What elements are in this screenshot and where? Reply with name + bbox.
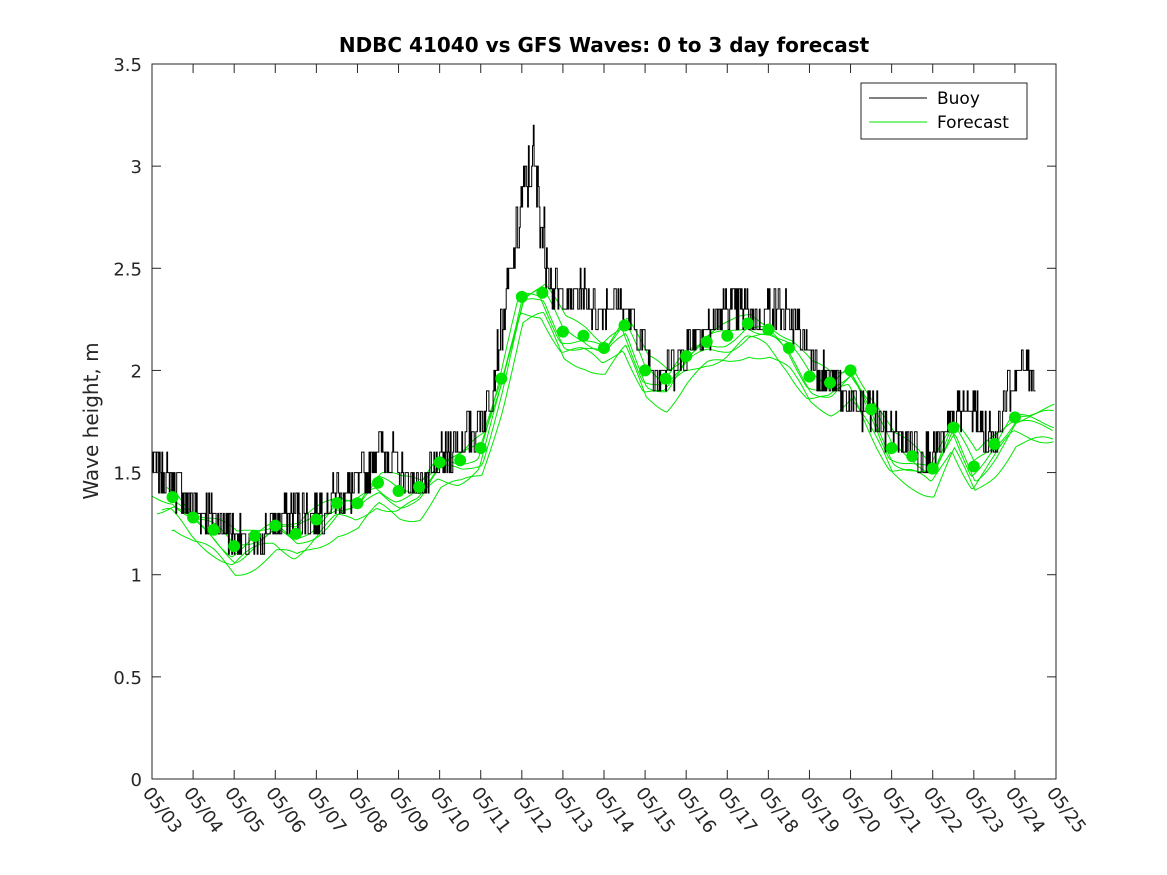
forecast-point [598, 341, 610, 354]
forecast-point [207, 523, 220, 536]
forecast-point [515, 290, 528, 303]
forecast-point [372, 476, 384, 489]
legend: Buoy Forecast [860, 82, 1028, 140]
forecast-point [433, 456, 446, 469]
forecast-point [556, 325, 569, 338]
forecast-point [844, 364, 857, 377]
forecast-point [289, 527, 302, 540]
y-tick-label: 2 [131, 361, 142, 382]
legend-buoy-label: Buoy [937, 89, 980, 109]
buoy-series-layer [152, 124, 1036, 555]
legend-box [860, 82, 1028, 140]
forecast-member-line [176, 292, 1055, 558]
forecast-point [495, 372, 508, 385]
forecast-point [228, 540, 241, 553]
forecast-point [577, 329, 590, 342]
forecast-point [926, 462, 939, 475]
forecast-point [310, 513, 323, 526]
forecast-point [967, 460, 980, 473]
forecast-point [762, 323, 775, 336]
forecast-member-line [171, 312, 1054, 576]
forecast-point [865, 403, 878, 416]
forecast-point [187, 511, 200, 524]
forecast-point [474, 442, 487, 455]
forecast-point [721, 329, 734, 342]
forecast-point [885, 442, 898, 455]
forecast-point [741, 317, 754, 330]
forecast-points-layer [166, 286, 1021, 553]
legend-forecast-label: Forecast [937, 113, 1009, 133]
y-axis: 0 0.5 1 1.5 2 2.5 3 3.5 [113, 55, 1056, 791]
forecast-point [659, 372, 672, 385]
y-tick-label: 0.5 [113, 668, 142, 689]
forecast-point [248, 529, 261, 542]
y-tick-label: 0 [131, 770, 142, 791]
forecast-point [536, 286, 549, 299]
forecast-point [782, 341, 795, 354]
buoy-line [152, 124, 1036, 555]
forecast-point [618, 319, 631, 332]
forecast-point [330, 497, 343, 510]
y-axis-label: Wave height, m [79, 342, 103, 499]
forecast-point [803, 370, 816, 383]
forecast-point [700, 335, 713, 348]
forecast-point [988, 437, 1001, 450]
forecast-member-line [161, 312, 1054, 566]
forecast-point [824, 376, 836, 389]
forecast-point [680, 350, 693, 363]
forecast-point [947, 421, 960, 434]
y-tick-label: 3.5 [113, 55, 142, 76]
forecast-point [413, 480, 426, 493]
chart-title: NDBC 41040 vs GFS Waves: 0 to 3 day fore… [339, 33, 870, 57]
forecast-point [639, 364, 652, 377]
forecast-point [392, 484, 405, 497]
forecast-point [166, 491, 179, 504]
y-tick-label: 1.5 [113, 464, 142, 485]
forecast-point [454, 454, 467, 467]
forecast-point [269, 519, 282, 532]
y-tick-label: 3 [131, 157, 142, 178]
y-tick-label: 1 [131, 566, 142, 587]
forecast-point [351, 497, 364, 510]
forecast-point [906, 450, 919, 463]
y-tick-label: 2.5 [113, 259, 142, 280]
forecast-point [1008, 411, 1021, 424]
